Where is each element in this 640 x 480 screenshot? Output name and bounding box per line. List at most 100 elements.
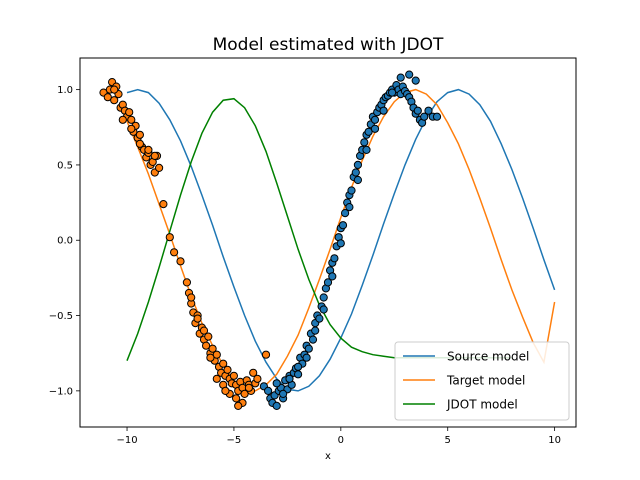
data-point xyxy=(432,112,442,121)
legend-label: Target model xyxy=(446,374,525,388)
data-point xyxy=(272,379,281,388)
data-point xyxy=(159,200,168,209)
y-axis: −1.0 −0.5 0.0 0.5 1.0 xyxy=(49,85,80,397)
data-point xyxy=(118,115,127,124)
data-point xyxy=(264,386,273,395)
data-point xyxy=(176,257,185,266)
data-point xyxy=(379,106,388,115)
data-point xyxy=(336,239,345,248)
data-point xyxy=(370,115,380,124)
data-point xyxy=(360,138,369,147)
x-tick-label: −5 xyxy=(227,435,242,446)
data-point xyxy=(272,401,281,410)
data-point xyxy=(135,139,144,148)
data-point xyxy=(150,151,159,160)
data-point xyxy=(182,278,191,287)
data-point xyxy=(135,130,144,139)
x-tick-label: 0 xyxy=(338,435,344,446)
plot-area xyxy=(79,57,577,428)
data-point xyxy=(261,350,271,359)
data-point xyxy=(345,203,354,212)
data-point xyxy=(328,272,337,281)
data-point xyxy=(364,127,373,136)
data-point xyxy=(219,359,228,368)
data-point xyxy=(323,278,333,287)
data-point xyxy=(187,293,196,302)
data-point xyxy=(193,314,202,323)
data-point xyxy=(208,344,217,353)
y-tick-label: 1.0 xyxy=(57,85,73,96)
data-point xyxy=(285,374,294,383)
data-point xyxy=(413,106,422,115)
data-point xyxy=(165,233,174,242)
data-point xyxy=(127,115,136,124)
data-point xyxy=(308,335,318,344)
data-point xyxy=(388,88,397,97)
data-point xyxy=(353,160,362,169)
data-point xyxy=(420,112,429,121)
data-point xyxy=(405,70,414,79)
data-point xyxy=(294,370,303,379)
legend-label: Source model xyxy=(447,350,529,364)
x-tick-label: 10 xyxy=(548,435,561,446)
data-point xyxy=(315,314,324,323)
legend: Source model Target model JDOT model xyxy=(394,341,570,421)
data-point xyxy=(279,389,288,398)
data-point xyxy=(155,163,164,172)
data-point xyxy=(330,254,339,263)
data-point xyxy=(424,106,433,115)
legend-box xyxy=(394,341,570,421)
data-point xyxy=(319,293,328,302)
data-point xyxy=(199,326,209,335)
sample-points-layer xyxy=(99,70,442,410)
data-point xyxy=(411,76,420,85)
data-point xyxy=(396,73,405,82)
y-tick-label: −1.0 xyxy=(49,386,73,397)
data-point xyxy=(304,344,313,353)
data-point xyxy=(204,332,213,341)
data-point xyxy=(319,305,328,314)
data-point xyxy=(110,85,119,94)
y-tick-label: −0.5 xyxy=(49,311,73,322)
data-point xyxy=(253,374,262,383)
data-point xyxy=(202,341,211,350)
data-point xyxy=(244,383,253,392)
data-point xyxy=(110,96,119,105)
data-point xyxy=(351,168,360,177)
data-point xyxy=(249,368,258,377)
x-tick-label: 5 xyxy=(445,435,451,446)
legend-entries: Source model Target model JDOT model xyxy=(403,350,529,412)
data-point xyxy=(212,374,221,383)
data-point xyxy=(311,326,320,335)
data-point xyxy=(223,365,232,374)
data-point xyxy=(347,186,356,195)
data-point xyxy=(229,371,238,380)
data-point xyxy=(294,362,303,371)
x-axis: −10 −5 0 5 10 xyxy=(116,427,561,446)
data-point xyxy=(103,93,112,102)
legend-label: JDOT model xyxy=(446,398,518,412)
data-point xyxy=(221,386,230,395)
data-point xyxy=(232,394,241,403)
data-point xyxy=(127,124,136,133)
data-point xyxy=(341,209,350,218)
x-axis-label: x xyxy=(325,451,331,462)
data-point xyxy=(338,221,348,230)
data-point xyxy=(362,145,371,154)
y-tick-label: 0.0 xyxy=(57,236,73,247)
data-point xyxy=(240,389,249,398)
plot-frame xyxy=(79,57,577,428)
y-tick-label: 0.5 xyxy=(57,160,73,171)
data-point xyxy=(353,175,362,185)
data-point xyxy=(370,124,380,133)
chart-title: Model estimated with JDOT xyxy=(213,35,444,55)
data-point xyxy=(212,350,221,359)
data-point xyxy=(125,108,134,117)
data-point xyxy=(302,353,311,362)
data-point xyxy=(170,248,179,257)
data-point xyxy=(144,145,153,154)
data-point xyxy=(206,353,215,362)
x-tick-label: −10 xyxy=(116,435,137,446)
data-point xyxy=(234,401,243,410)
